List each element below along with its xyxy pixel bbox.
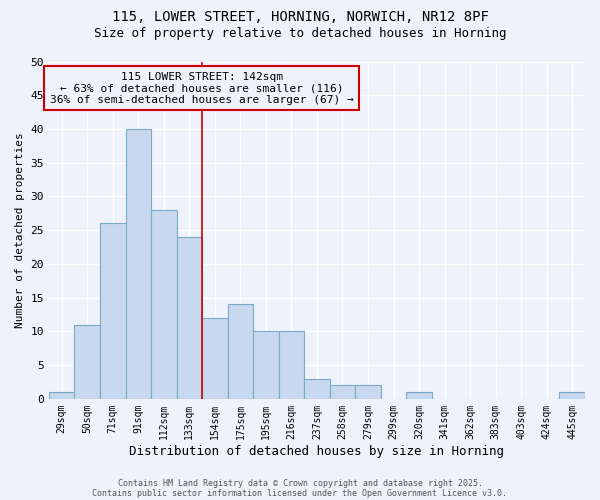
- Text: 115, LOWER STREET, HORNING, NORWICH, NR12 8PF: 115, LOWER STREET, HORNING, NORWICH, NR1…: [112, 10, 488, 24]
- Y-axis label: Number of detached properties: Number of detached properties: [15, 132, 25, 328]
- Bar: [74, 324, 100, 399]
- Text: Contains HM Land Registry data © Crown copyright and database right 2025.: Contains HM Land Registry data © Crown c…: [118, 478, 482, 488]
- Text: Size of property relative to detached houses in Horning: Size of property relative to detached ho…: [94, 28, 506, 40]
- Bar: [100, 224, 125, 399]
- Bar: [253, 332, 278, 399]
- Bar: [227, 304, 253, 399]
- Text: Contains public sector information licensed under the Open Government Licence v3: Contains public sector information licen…: [92, 488, 508, 498]
- Bar: [202, 318, 227, 399]
- Bar: [278, 332, 304, 399]
- Bar: [355, 386, 381, 399]
- Bar: [176, 237, 202, 399]
- Bar: [330, 386, 355, 399]
- Bar: [49, 392, 74, 399]
- Text: 115 LOWER STREET: 142sqm
← 63% of detached houses are smaller (116)
36% of semi-: 115 LOWER STREET: 142sqm ← 63% of detach…: [50, 72, 353, 105]
- X-axis label: Distribution of detached houses by size in Horning: Distribution of detached houses by size …: [130, 444, 505, 458]
- Bar: [125, 129, 151, 399]
- Bar: [151, 210, 176, 399]
- Bar: [406, 392, 432, 399]
- Bar: [304, 378, 330, 399]
- Bar: [559, 392, 585, 399]
